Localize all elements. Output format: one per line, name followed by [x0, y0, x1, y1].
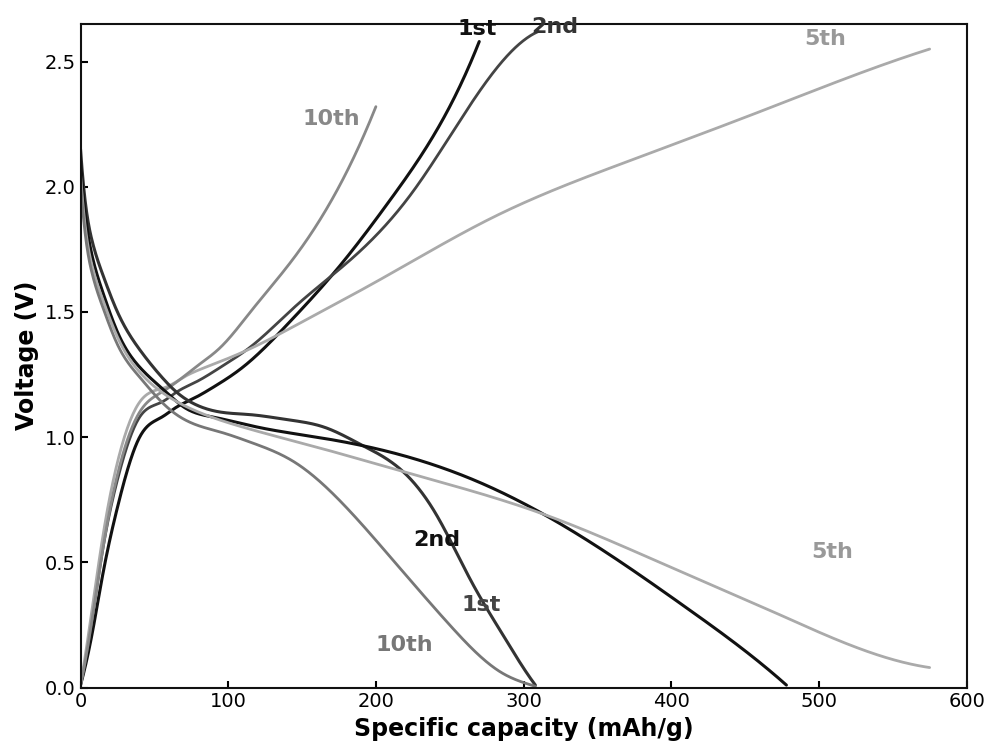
- X-axis label: Specific capacity (mAh/g): Specific capacity (mAh/g): [354, 717, 693, 741]
- Y-axis label: Voltage (V): Voltage (V): [15, 281, 39, 430]
- Text: 2nd: 2nd: [413, 530, 460, 550]
- Text: 1st: 1st: [462, 595, 501, 615]
- Text: 5th: 5th: [804, 29, 846, 49]
- Text: 1st: 1st: [457, 19, 496, 39]
- Text: 5th: 5th: [812, 542, 853, 562]
- Text: 10th: 10th: [376, 635, 434, 655]
- Text: 2nd: 2nd: [531, 17, 578, 36]
- Text: 10th: 10th: [302, 109, 360, 129]
